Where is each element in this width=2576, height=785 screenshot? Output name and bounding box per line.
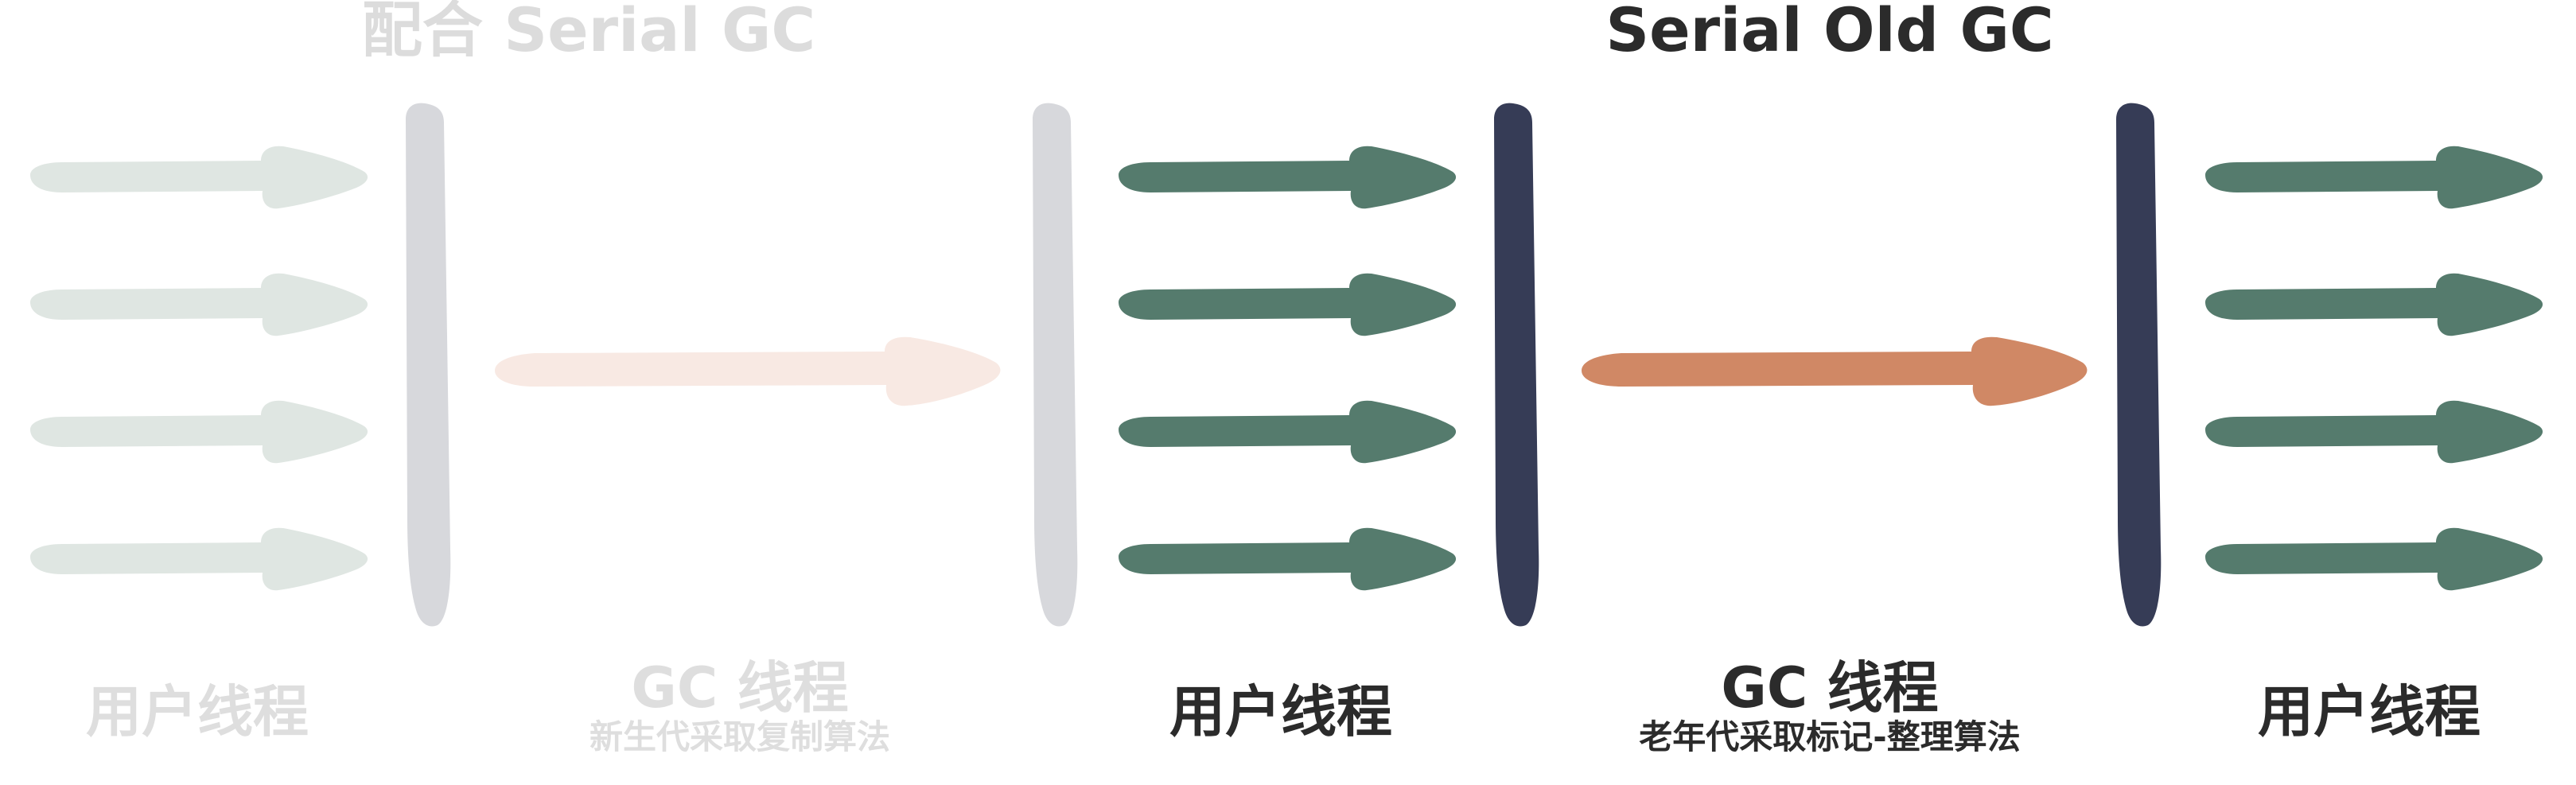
user-thread-arrow-1: [1119, 146, 1457, 209]
user-thread-arrow-faded-3: [30, 400, 368, 464]
user-thread-arrow-resumed-2: [2205, 273, 2543, 336]
user-thread-arrow-resumed-1: [2205, 146, 2543, 209]
label-user-thread-1: 用户线程: [86, 679, 309, 744]
user-thread-arrow-3: [1119, 400, 1457, 464]
user-thread-arrow-4: [1119, 527, 1457, 591]
gc-thread-arrow: [1582, 336, 2088, 406]
user-thread-arrow-2: [1119, 273, 1457, 336]
title-serial-gc: 配合 Serial GC: [361, 0, 816, 65]
title-serial-old-gc: Serial Old GC: [1605, 0, 2054, 65]
user-thread-arrow-faded-4: [30, 527, 368, 591]
label-user-thread-3: 用户线程: [2258, 679, 2481, 744]
label-gc-thread-young: GC 线程: [631, 655, 849, 721]
user-thread-arrow-faded-2: [30, 273, 368, 336]
label-gc-thread-old: GC 线程: [1721, 655, 1939, 721]
user-thread-arrow-faded-1: [30, 146, 368, 209]
safepoint-bar-faded-1: [406, 103, 451, 627]
label-user-thread-2: 用户线程: [1169, 679, 1392, 744]
safepoint-bar-faded-2: [1033, 103, 1078, 627]
safepoint-bar-2: [2116, 103, 2162, 627]
gc-thread-arrow-faded: [495, 336, 1001, 406]
user-thread-arrow-resumed-4: [2205, 527, 2543, 591]
safepoint-bar-1: [1494, 103, 1539, 627]
user-thread-arrow-resumed-3: [2205, 400, 2543, 464]
label-young-gen-algorithm: 新生代采取复制算法: [589, 717, 891, 756]
label-old-gen-algorithm: 老年代采取标记-整理算法: [1639, 717, 2021, 756]
